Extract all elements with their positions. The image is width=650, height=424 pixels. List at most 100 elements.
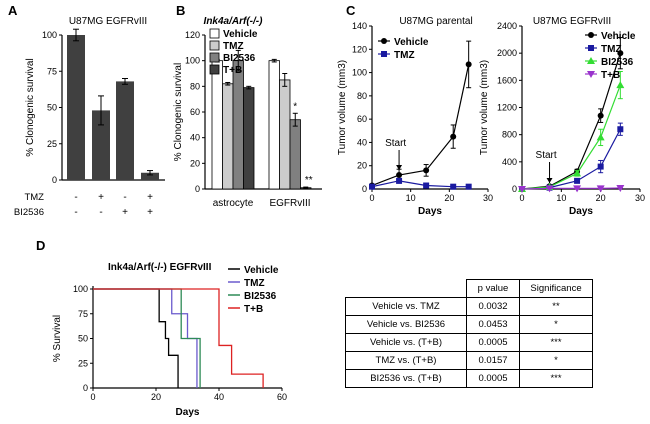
y-tick-label: 0 [195, 184, 200, 194]
data-point [450, 183, 457, 190]
x-tick-label: 20 [596, 193, 606, 203]
p-value-cell: 0.0032 [466, 297, 520, 316]
legend-label: BI2536 [223, 53, 256, 64]
x-tick-label: 60 [277, 392, 287, 402]
category-label: astrocyte [213, 198, 254, 209]
panel-letter-d: D [36, 238, 45, 253]
data-point [617, 126, 624, 133]
condition-sign: + [98, 192, 104, 203]
table-row: Vehicle vs. BI2536 0.0453 * [345, 315, 593, 334]
data-point [573, 185, 582, 193]
y-tick-label: 80 [190, 81, 200, 91]
x-axis-label: Days [176, 407, 200, 418]
data-point [597, 112, 604, 119]
y-tick-label: 50 [47, 103, 57, 113]
panel-letter-b: B [176, 3, 185, 18]
y-tick-label: 25 [78, 358, 88, 368]
y-axis-label: Tumor volume (mm3) [337, 60, 348, 155]
y-tick-label: 75 [47, 66, 57, 76]
y-tick-label: 0 [52, 175, 57, 185]
survival-curve [93, 288, 264, 388]
y-tick-label: 80 [357, 91, 367, 101]
stats-table-header: p value Significance [345, 279, 593, 298]
p-value-cell: 0.0453 [466, 315, 520, 334]
condition-sign: + [147, 192, 153, 203]
y-tick-label: 20 [190, 158, 200, 168]
y-tick-label: 0 [512, 184, 517, 194]
data-point [450, 133, 457, 140]
chart-title: Ink4a/Arf(-/-) [204, 16, 264, 27]
y-tick-label: 2000 [497, 48, 517, 58]
bar [67, 35, 85, 180]
y-tick-label: 140 [352, 21, 367, 31]
panel-letter-c: C [346, 3, 356, 18]
data-point [587, 57, 595, 64]
x-tick-label: 0 [90, 392, 95, 402]
x-tick-label: 20 [151, 392, 161, 402]
condition-sign: - [74, 192, 77, 203]
table-row: Vehicle vs. (T+B) 0.0005 *** [345, 333, 593, 352]
stats-header-comparison [345, 279, 467, 298]
chart-title: U87MG EGFRvIII [533, 16, 611, 27]
y-tick-label: 60 [357, 114, 367, 124]
bar [289, 119, 301, 190]
x-tick-label: 10 [556, 193, 566, 203]
significance-cell: * [519, 351, 593, 370]
legend-swatch [209, 64, 220, 75]
y-tick-label: 100 [42, 30, 57, 40]
start-arrowhead [546, 178, 553, 183]
condition-sign: - [99, 207, 102, 218]
chart-title: U87MG EGFRvIII [69, 16, 147, 27]
comparison-cell: TMZ vs. (T+B) [345, 351, 467, 370]
y-axis-label: % Clonogenic survival [25, 58, 36, 156]
legend-swatch [209, 28, 220, 39]
y-tick-label: 100 [73, 284, 88, 294]
y-tick-label: 25 [47, 139, 57, 149]
bar [141, 172, 159, 180]
p-value-cell: 0.0005 [466, 333, 520, 352]
y-tick-label: 0 [83, 383, 88, 393]
condition-row-label: TMZ [24, 192, 44, 203]
panel-d: D 0 25 50 75 100 0 20 40 60 Days % Survival Ink4a/A… [36, 238, 287, 418]
comparison-cell: Vehicle vs. BI2536 [345, 315, 467, 334]
y-axis-label: Tumor volume (mm3) [479, 60, 490, 155]
table-row: BI2536 vs. (T+B) 0.0005 *** [345, 369, 593, 388]
comparison-cell: Vehicle vs. TMZ [345, 297, 467, 316]
start-arrowhead [396, 165, 403, 170]
y-tick-label: 800 [502, 130, 517, 140]
condition-row-label: BI2536 [14, 207, 44, 218]
data-point [588, 32, 594, 38]
data-point [396, 172, 403, 179]
data-point [587, 71, 595, 78]
x-axis-label: Days [418, 206, 442, 217]
y-tick-label: 120 [185, 30, 200, 40]
legend-swatch [209, 52, 220, 63]
bar [116, 81, 134, 180]
legend-label: Vehicle [601, 31, 636, 42]
y-tick-label: 120 [352, 44, 367, 54]
y-tick-label: 0 [362, 184, 367, 194]
x-tick-label: 30 [635, 193, 645, 203]
legend-label: Vehicle [394, 37, 429, 48]
data-point [573, 169, 582, 177]
data-point [596, 133, 605, 141]
y-tick-label: 100 [185, 56, 200, 66]
data-point [381, 38, 387, 44]
significance-cell: ** [519, 297, 593, 316]
significance-cell: *** [519, 333, 593, 352]
data-point [369, 183, 375, 190]
data-point [545, 185, 554, 193]
data-point [597, 163, 604, 170]
legend-label: Vehicle [244, 265, 279, 276]
significance-cell: * [519, 315, 593, 334]
bar [211, 60, 223, 190]
y-tick-label: 100 [352, 68, 367, 78]
y-tick-label: 75 [78, 309, 88, 319]
condition-sign: - [123, 192, 126, 203]
comparison-cell: Vehicle vs. (T+B) [345, 333, 467, 352]
legend-label: T+B [601, 70, 620, 81]
condition-sign: - [74, 207, 77, 218]
x-axis-label: Days [569, 206, 593, 217]
